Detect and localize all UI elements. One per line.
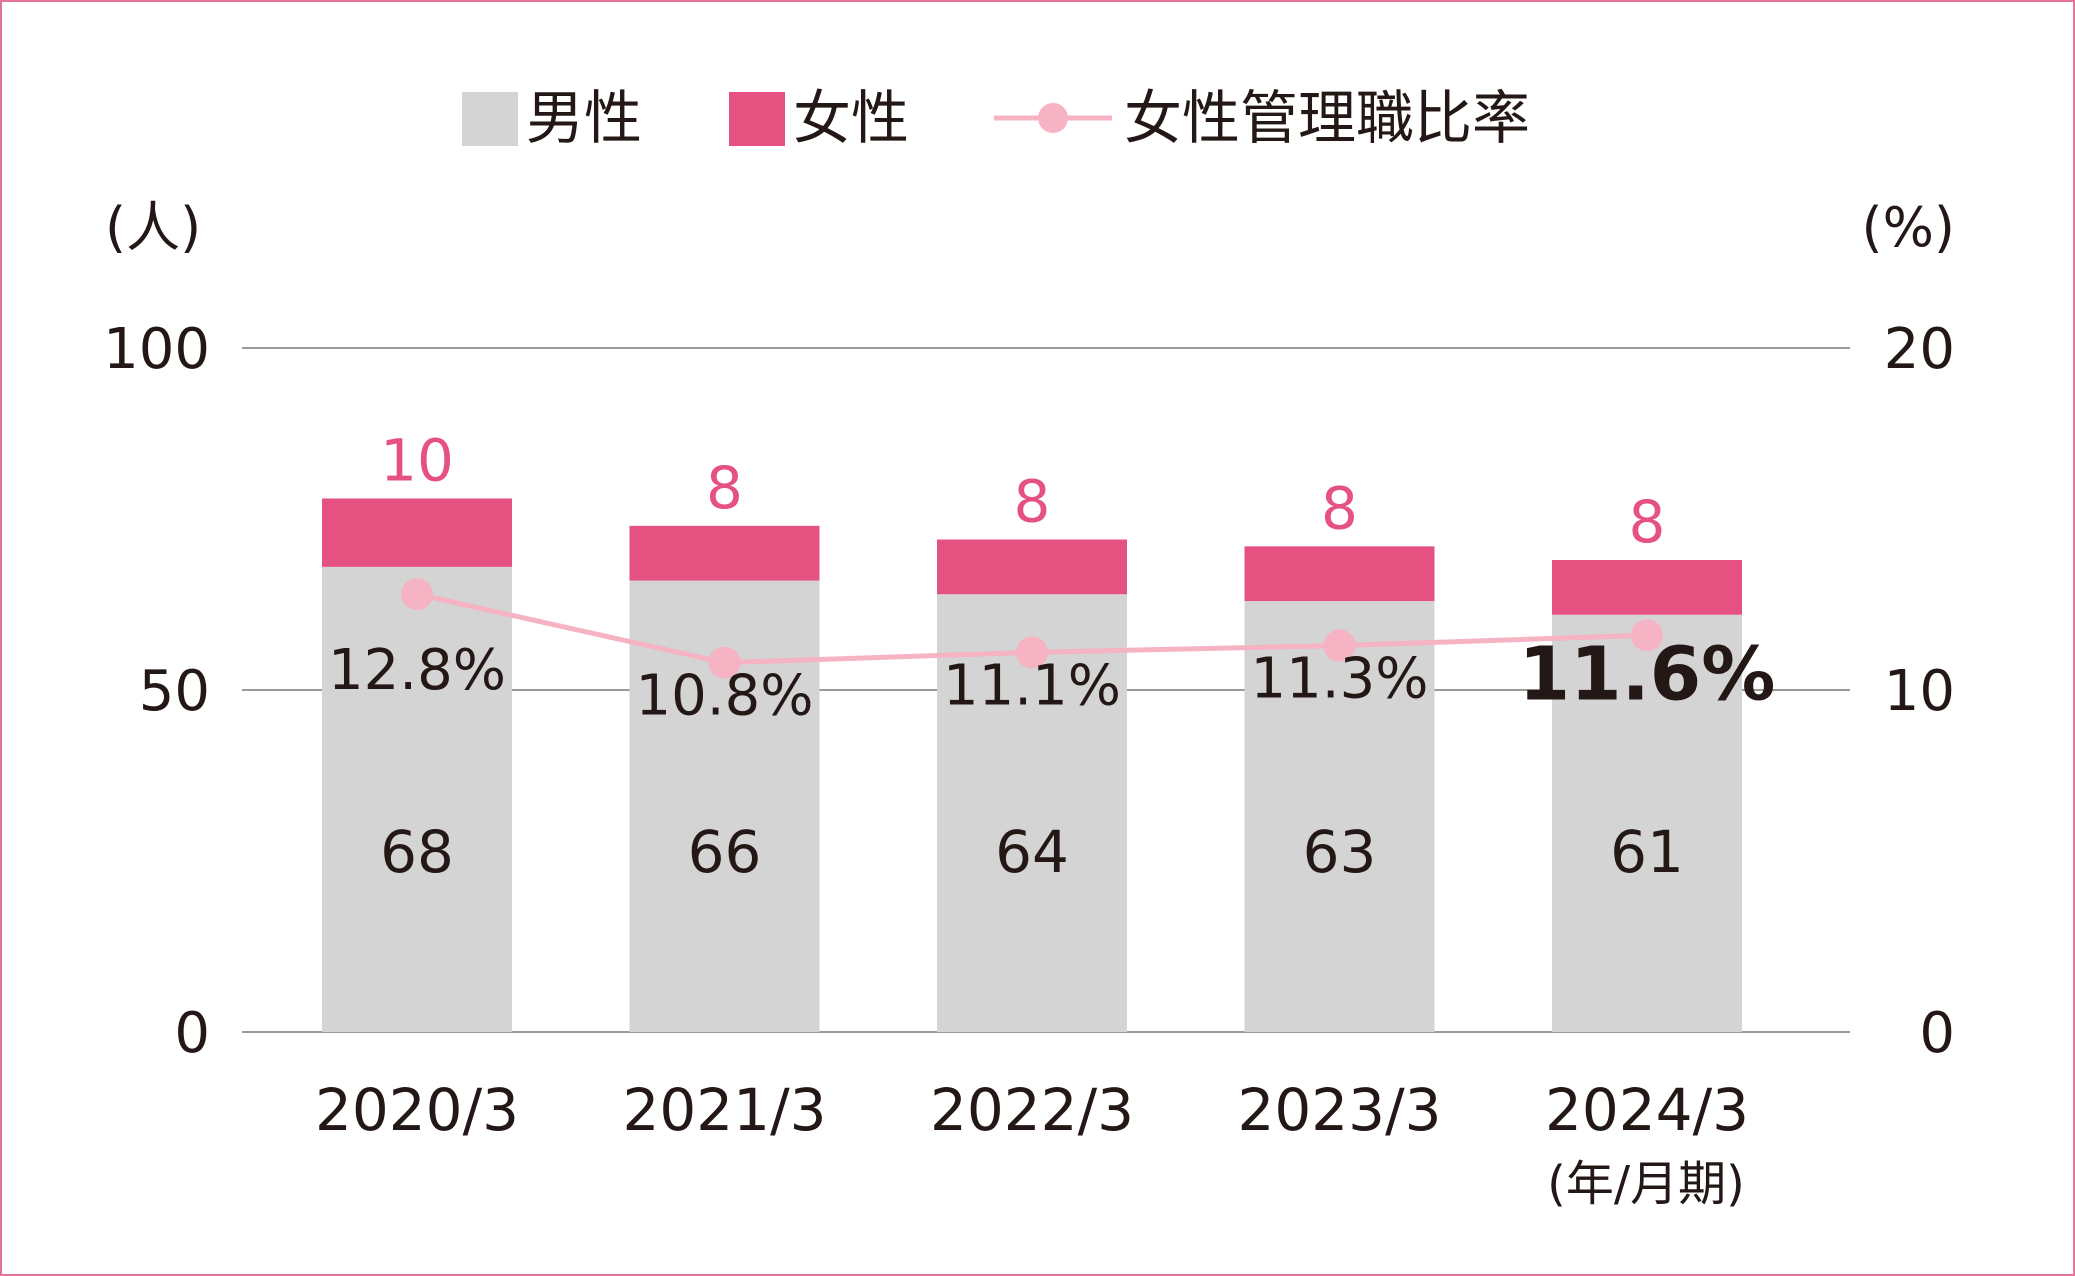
male-value-label: 63	[1303, 818, 1377, 886]
left-tick-label: 0	[174, 1001, 210, 1066]
legend: 男性 女性 女性管理職比率	[462, 84, 1530, 152]
right-tick-label: 10	[1884, 659, 1955, 724]
category-label: 2021/3	[622, 1076, 826, 1144]
female-value-label: 10	[380, 426, 454, 494]
ratio-value-label: 11.1%	[943, 653, 1121, 718]
female-value-label: 8	[1014, 468, 1051, 536]
bar-female	[1244, 546, 1435, 602]
bar-female	[629, 525, 820, 581]
axis-layer: 0 50 100 0 10 20	[103, 317, 1955, 1066]
ratio-value-label: 10.8%	[636, 664, 814, 729]
legend-male-label: 男性	[526, 84, 642, 152]
female-value-label: 8	[1321, 474, 1358, 542]
category-label: 2020/3	[315, 1076, 519, 1144]
category-label: 2023/3	[1237, 1076, 1441, 1144]
male-value-label: 66	[688, 818, 762, 886]
ratio-point	[401, 578, 433, 611]
line-layer	[401, 578, 1663, 679]
right-axis-unit: (%)	[1862, 196, 1955, 259]
ratio-point	[1631, 619, 1663, 652]
left-tick-label: 100	[103, 317, 210, 382]
male-value-label: 61	[1610, 818, 1684, 886]
legend-female-label: 女性	[793, 84, 909, 152]
ratio-value-label: 11.3%	[1251, 647, 1429, 712]
bar-female	[937, 539, 1127, 595]
legend-ratio-label: 女性管理職比率	[1124, 84, 1530, 152]
legend-ratio-marker	[1038, 103, 1068, 133]
ratio-point	[708, 646, 741, 679]
ratio-point	[1016, 636, 1048, 669]
bar-male	[1244, 601, 1435, 1032]
category-label: 2022/3	[930, 1076, 1134, 1144]
male-value-label: 68	[380, 818, 454, 886]
ratio-value-label: 11.6%	[1519, 631, 1776, 717]
bar-layer	[322, 498, 1742, 1032]
x-axis-unit: (年/月期)	[1547, 1156, 1745, 1212]
bar-male	[1552, 614, 1742, 1032]
right-tick-label: 20	[1884, 317, 1955, 382]
category-label: 2024/3	[1545, 1076, 1749, 1144]
bar-female	[1552, 560, 1742, 615]
male-value-label: 64	[995, 818, 1069, 886]
left-axis-unit: (人)	[105, 196, 201, 259]
legend-female-swatch	[729, 92, 785, 146]
female-value-label: 8	[706, 454, 743, 522]
label-layer: 10 68 2020/3 8 66 2021/3 8 64 2022/3 8 63 2023/3 8 61…	[315, 426, 1775, 1144]
legend-male-swatch	[462, 92, 518, 146]
bar-female	[322, 498, 512, 567]
bar-male	[322, 566, 512, 1032]
ratio-point	[1323, 629, 1356, 662]
left-tick-label: 50	[139, 659, 210, 724]
female-value-label: 8	[1629, 488, 1666, 556]
ratio-value-label: 12.8%	[328, 638, 506, 703]
right-tick-label: 0	[1919, 1001, 1955, 1066]
